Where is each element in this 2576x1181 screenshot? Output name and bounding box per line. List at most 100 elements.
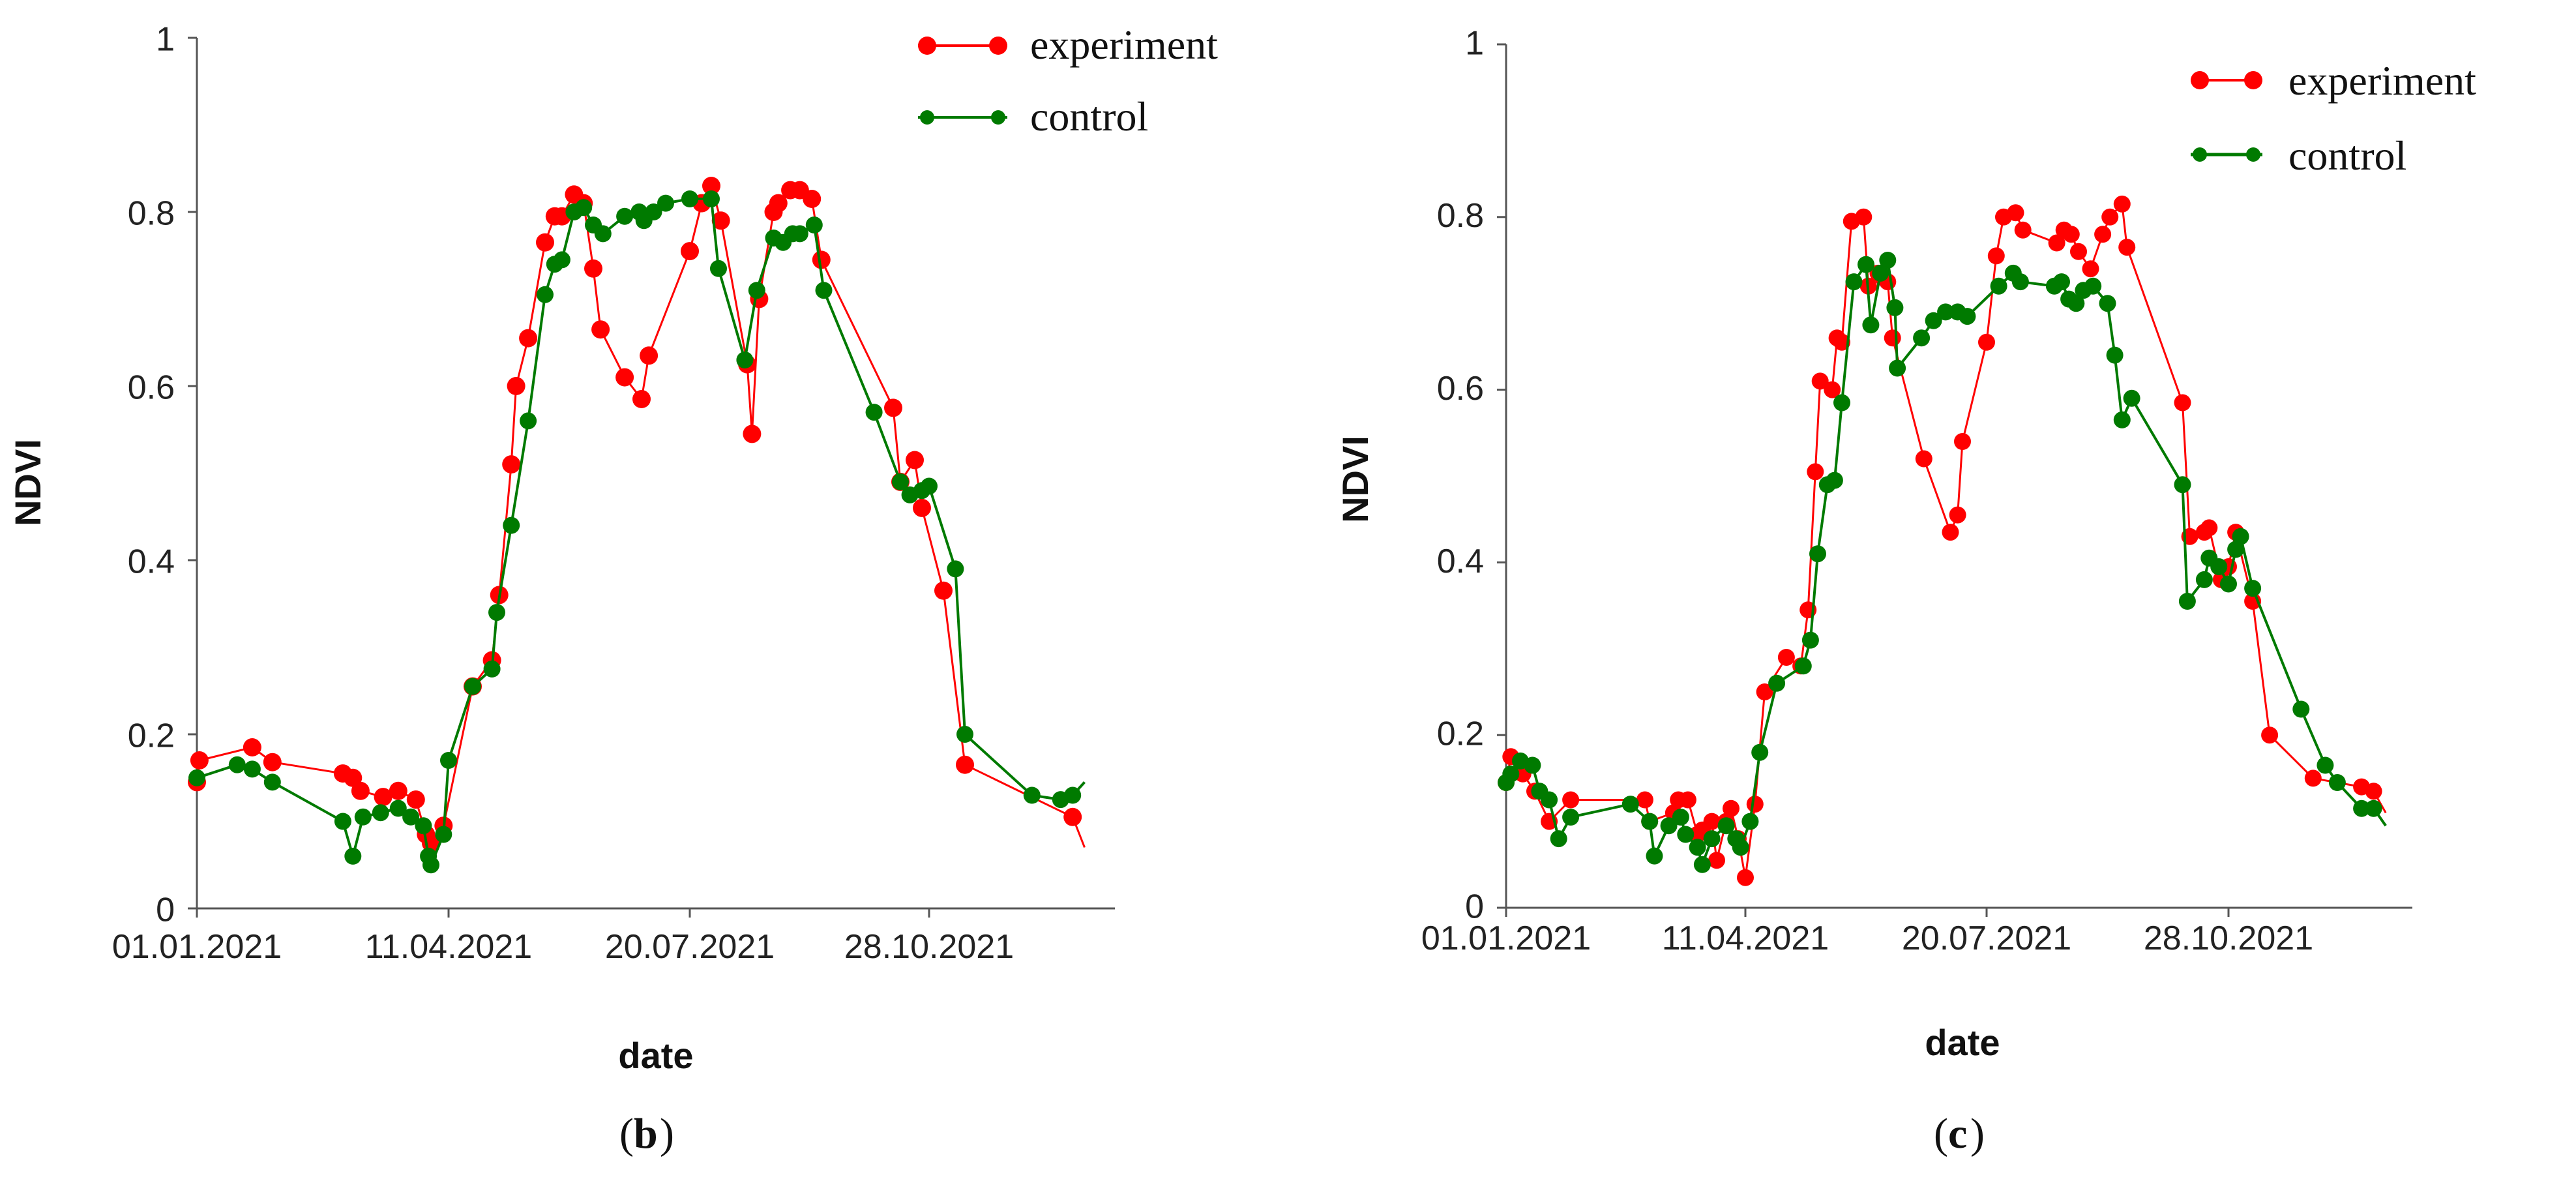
data-point-experiment <box>1942 524 1959 541</box>
panel-label-open: ( <box>1934 1110 1948 1158</box>
data-point-control <box>553 251 570 269</box>
data-point-control <box>748 282 765 299</box>
data-point-control <box>2292 700 2310 718</box>
y-tick-label: 0.4 <box>128 543 175 581</box>
data-point-control <box>710 260 727 277</box>
legend-marker-control <box>920 110 934 125</box>
data-point-experiment <box>2118 239 2136 256</box>
y-tick-label: 0 <box>1465 888 1484 925</box>
data-point-experiment <box>1737 869 1754 886</box>
x-tick-label: 20.07.2021 <box>1902 919 2071 957</box>
data-point-control <box>815 282 833 299</box>
data-point-control <box>2174 476 2191 494</box>
data-point-experiment <box>2007 204 2024 222</box>
data-point-experiment <box>536 233 554 252</box>
data-point-experiment <box>1884 329 1901 347</box>
data-point-experiment <box>934 581 953 600</box>
data-point-control <box>2195 571 2213 588</box>
x-tick-label: 11.04.2021 <box>1662 919 1829 957</box>
data-point-control <box>956 726 973 743</box>
data-point-control <box>1524 756 1541 774</box>
data-point-control <box>1717 817 1735 835</box>
data-point-control <box>1541 791 1558 809</box>
x-ticks: 01.01.2021 11.04.2021 20.07.2021 28.10.2021 <box>1421 908 2313 957</box>
data-point-experiment <box>1777 649 1795 666</box>
data-point-control <box>1959 308 1976 325</box>
data-point-control <box>2178 593 2196 610</box>
data-point-control <box>1672 809 1689 826</box>
x-tick-label: 01.01.2021 <box>1421 919 1591 957</box>
panel-label-letter: b <box>634 1110 658 1158</box>
data-point-control <box>2067 295 2085 312</box>
data-point-control <box>1693 856 1711 873</box>
data-point-experiment <box>2200 519 2218 537</box>
data-point-experiment <box>2094 226 2112 243</box>
data-point-control <box>488 604 505 621</box>
data-point-control <box>616 207 634 225</box>
data-point-control <box>1889 359 1906 377</box>
y-tick-label: 0 <box>156 891 175 929</box>
data-point-control <box>594 225 612 243</box>
series-group <box>1498 195 2387 886</box>
data-point-experiment <box>681 242 699 261</box>
y-tick-label: 0.8 <box>1437 197 1484 235</box>
data-point-control <box>805 217 823 233</box>
data-point-control <box>1646 847 1663 865</box>
data-point-experiment <box>1746 796 1764 813</box>
data-point-experiment <box>632 390 651 408</box>
data-point-experiment <box>351 781 370 800</box>
y-tick-label: 1 <box>1465 24 1484 62</box>
data-point-experiment <box>615 368 634 387</box>
data-point-control <box>402 808 420 826</box>
data-point-experiment <box>2101 208 2119 226</box>
chart-panel-b: 0 0.2 0.4 0.6 0.8 1 01.01.2021 11.04.2021 20.07… <box>7 21 1218 1158</box>
data-point-control <box>344 847 362 865</box>
data-point-control <box>435 826 452 843</box>
data-point-control <box>1886 299 1904 316</box>
data-point-experiment <box>1954 433 1971 450</box>
x-axis-label: date <box>618 1035 693 1076</box>
data-point-control <box>243 760 261 778</box>
data-point-control <box>736 351 754 368</box>
y-tick-label: 0.2 <box>1437 715 1484 753</box>
data-point-control <box>1550 830 1567 848</box>
data-point-control <box>2113 411 2131 428</box>
y-tick-label: 0.2 <box>128 717 175 755</box>
data-point-experiment <box>1756 683 1773 700</box>
legend-label-experiment: experiment <box>1030 22 1218 68</box>
data-point-experiment <box>769 194 788 213</box>
data-point-control <box>1809 545 1826 563</box>
series-group <box>188 177 1086 874</box>
data-point-control <box>2210 558 2228 575</box>
x-tick-label: 01.01.2021 <box>112 928 282 966</box>
series-line-experiment <box>196 185 1086 848</box>
data-point-experiment <box>640 346 659 365</box>
data-point-experiment <box>2261 726 2279 744</box>
y-axis-label: NDVI <box>7 439 48 526</box>
data-point-experiment <box>1636 791 1653 809</box>
data-point-experiment <box>190 751 209 770</box>
data-point-control <box>2220 575 2237 593</box>
x-ticks: 01.01.2021 11.04.2021 20.07.2021 28.10.2021 <box>112 908 1014 966</box>
data-point-control <box>483 660 501 678</box>
data-point-experiment <box>2113 195 2131 213</box>
series-line-control <box>196 198 1086 867</box>
data-point-experiment <box>2062 226 2080 243</box>
x-axis-label: date <box>1925 1022 2000 1063</box>
data-point-experiment <box>906 451 924 470</box>
data-point-experiment <box>502 455 521 474</box>
data-point-control <box>1862 316 1880 334</box>
x-tick-label: 28.10.2021 <box>844 928 1014 966</box>
data-point-experiment <box>2304 770 2322 787</box>
y-tick-label: 0.8 <box>128 195 175 233</box>
y-ticks: 0 0.2 0.4 0.6 0.8 1 <box>1437 24 1506 925</box>
data-point-control <box>422 856 439 874</box>
data-point-experiment <box>263 753 282 771</box>
data-point-control <box>2317 756 2334 774</box>
y-ticks: 0 0.2 0.4 0.6 0.8 1 <box>128 21 197 929</box>
data-point-control <box>1937 303 1955 321</box>
data-point-control <box>921 477 938 495</box>
x-tick-label: 28.10.2021 <box>2144 919 2313 957</box>
y-tick-label: 1 <box>156 21 175 59</box>
